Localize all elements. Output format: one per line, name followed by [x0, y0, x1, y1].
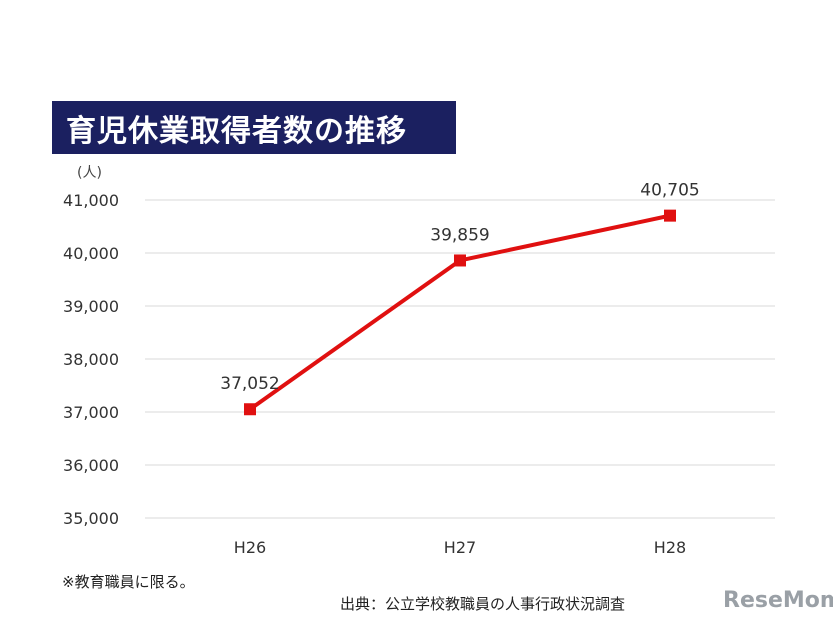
y-tick-label: 38,000: [63, 350, 119, 369]
data-label: 40,705: [640, 181, 699, 201]
data-point-marker: [244, 403, 256, 416]
y-tick-label: 35,000: [63, 509, 119, 528]
chart-title: 育児休業取得者数の推移: [66, 113, 407, 149]
y-tick-label: 40,000: [63, 244, 119, 263]
x-tick-label: H28: [654, 538, 686, 557]
y-axis-unit-label: (人): [77, 165, 102, 181]
chart-title-box: 育児休業取得者数の推移: [52, 101, 456, 154]
y-tick-label: 39,000: [63, 297, 119, 316]
y-tick-label: 37,000: [63, 403, 119, 422]
y-tick-label: 36,000: [63, 456, 119, 475]
data-point-marker: [664, 209, 676, 222]
footnote: ※教育職員に限る。: [62, 573, 195, 591]
x-tick-label: H26: [234, 538, 266, 557]
data-label: 39,859: [430, 225, 489, 245]
resemom-logo: ReseMom: [723, 588, 833, 613]
y-tick-label: 41,000: [63, 191, 119, 210]
source-note: 出典：公立学校教職員の人事行政状況調査: [340, 595, 626, 613]
data-label: 37,052: [220, 374, 279, 394]
data-point-marker: [454, 254, 466, 267]
x-tick-label: H27: [444, 538, 476, 557]
